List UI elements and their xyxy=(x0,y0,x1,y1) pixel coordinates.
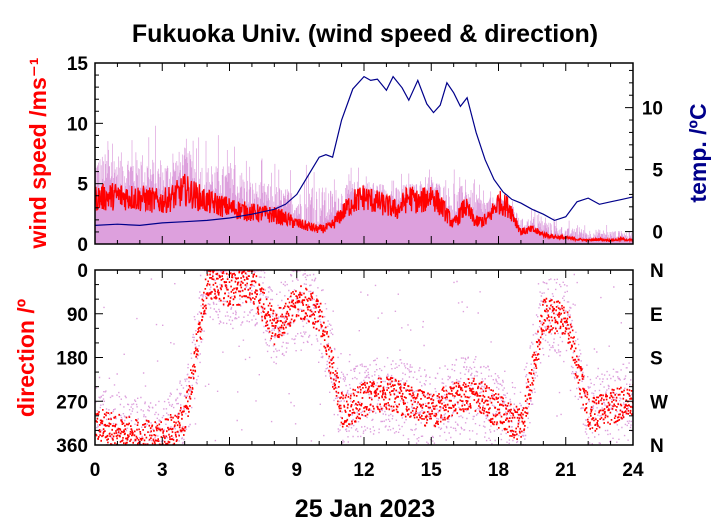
y-tick-label: 0 xyxy=(77,235,88,256)
x-tick-label: 18 xyxy=(488,460,509,481)
y-tick-label: 90 xyxy=(67,305,88,326)
y-axis-label-wind-speed: wind speed /ms⁻¹ xyxy=(25,57,51,249)
x-tick-label: 12 xyxy=(353,460,374,481)
compass-tick-label: N xyxy=(650,261,664,282)
y-tick-label: 180 xyxy=(56,349,88,370)
y-tick-label: 360 xyxy=(56,436,88,457)
series-direction-gust xyxy=(95,270,633,445)
wind-speed-panel: 0 5 10 15 0 5 10 xyxy=(67,54,664,256)
compass-tick-label: E xyxy=(650,305,663,326)
x-tick-label: 24 xyxy=(622,460,644,481)
x-tick-label: 0 xyxy=(90,460,101,481)
x-tick-label: 3 xyxy=(157,460,168,481)
series-wind-gust xyxy=(95,125,633,244)
series-wind-speed xyxy=(95,173,633,244)
compass-tick-label: S xyxy=(650,349,663,370)
direction-panel-frame xyxy=(94,269,634,446)
series-direction xyxy=(95,270,633,445)
date-label: 25 Jan 2023 xyxy=(295,495,435,523)
y2-tick-label: 0 xyxy=(652,223,663,244)
direction-panel: 0 3 6 9 12 15 18 21 24 0 N 90 E 180 S 270 W 360 N xyxy=(56,261,668,481)
y-tick-label: 5 xyxy=(77,175,88,196)
y-tick-label: 15 xyxy=(67,54,89,75)
y-axis-label-direction: direction /º xyxy=(13,299,39,417)
y-tick-label: 270 xyxy=(56,392,88,413)
x-tick-label: 21 xyxy=(555,460,577,481)
y-tick-label: 10 xyxy=(67,114,88,135)
x-tick-label: 9 xyxy=(291,460,302,481)
compass-tick-label: N xyxy=(650,436,664,457)
series-temperature xyxy=(95,75,633,227)
compass-tick-label: W xyxy=(650,392,668,413)
y2-tick-label: 5 xyxy=(652,161,663,182)
x-tick-label: 15 xyxy=(421,460,443,481)
y2-tick-label: 10 xyxy=(642,99,663,120)
chart-title: Fukuoka Univ. (wind speed & direction) xyxy=(132,20,598,48)
y-tick-label: 0 xyxy=(77,261,88,282)
y-axis-label-temperature: temp. /ºC xyxy=(685,103,711,202)
x-tick-label: 6 xyxy=(224,460,235,481)
